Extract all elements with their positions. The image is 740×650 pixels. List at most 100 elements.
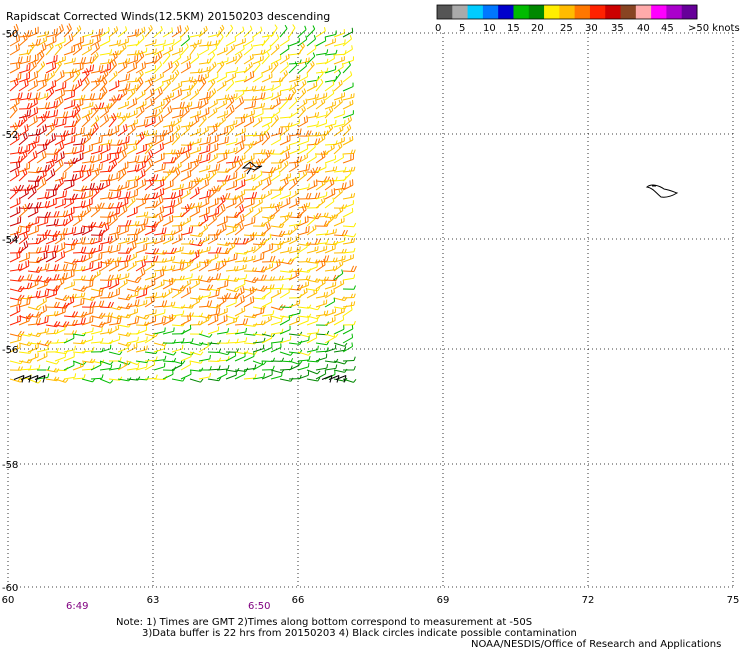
wind-barb bbox=[171, 116, 182, 128]
wind-barb bbox=[9, 23, 19, 38]
wind-barb bbox=[108, 59, 117, 74]
wind-barb bbox=[126, 240, 137, 254]
wind-barb bbox=[171, 262, 185, 272]
wind-barb bbox=[54, 321, 70, 328]
wind-barb bbox=[153, 133, 165, 146]
wind-barb bbox=[216, 179, 227, 191]
wind-barb bbox=[198, 114, 207, 128]
wind-barb bbox=[189, 42, 197, 56]
wind-barb bbox=[81, 224, 93, 236]
wind-barb bbox=[45, 168, 56, 182]
wind-barb bbox=[225, 72, 237, 83]
wind-barb bbox=[153, 205, 165, 218]
wind-barb bbox=[279, 197, 291, 209]
wind-barb bbox=[234, 222, 245, 236]
wind-barb bbox=[135, 89, 146, 101]
wind-barb bbox=[27, 305, 42, 311]
wind-barb bbox=[216, 294, 227, 308]
wind-barb bbox=[342, 254, 354, 263]
wind-barb bbox=[171, 109, 184, 119]
wind-barb bbox=[90, 122, 99, 137]
wind-barb bbox=[288, 269, 300, 281]
wind-barb bbox=[162, 27, 173, 38]
wind-barb bbox=[90, 374, 104, 380]
wind-barb bbox=[81, 144, 93, 155]
wind-barb bbox=[117, 272, 130, 281]
wind-barb bbox=[99, 105, 110, 119]
wind-barb bbox=[243, 70, 255, 83]
wind-barb bbox=[234, 189, 246, 200]
wind-barb bbox=[198, 354, 211, 362]
wind-barb bbox=[81, 68, 90, 83]
wind-barb bbox=[27, 179, 39, 191]
wind-barb bbox=[234, 158, 244, 173]
wind-barb bbox=[288, 220, 302, 227]
wind-barb bbox=[288, 284, 304, 291]
wind-barb bbox=[216, 328, 230, 335]
wind-barb bbox=[171, 233, 183, 245]
wind-barb bbox=[324, 214, 334, 227]
wind-barb bbox=[342, 238, 356, 245]
wind-barb bbox=[126, 308, 138, 317]
wind-barb bbox=[126, 175, 140, 182]
wind-barb bbox=[99, 315, 112, 326]
wind-barb bbox=[180, 324, 192, 335]
wind-barb bbox=[279, 214, 289, 227]
wind-barb bbox=[288, 299, 301, 308]
wind-barb bbox=[333, 79, 343, 92]
wind-barb bbox=[288, 61, 298, 74]
wind-barb bbox=[90, 78, 100, 92]
wind-barb bbox=[288, 224, 299, 236]
wind-barb bbox=[279, 44, 290, 56]
wind-barb bbox=[180, 104, 190, 119]
wind-barb bbox=[252, 116, 263, 128]
wind-barb bbox=[99, 378, 114, 384]
wind-barb bbox=[315, 364, 329, 371]
wind-barb bbox=[162, 351, 177, 356]
wind-barb bbox=[279, 70, 288, 83]
wind-barb bbox=[270, 81, 281, 92]
wind-barb bbox=[27, 266, 43, 273]
latitude-label: -50 bbox=[2, 29, 18, 40]
wind-barb bbox=[36, 373, 50, 380]
wind-barb bbox=[72, 200, 86, 209]
wind-barb bbox=[126, 88, 136, 101]
wind-barb bbox=[171, 196, 182, 209]
wind-barb bbox=[180, 169, 192, 182]
wind-barb bbox=[162, 313, 174, 326]
wind-barb bbox=[108, 113, 117, 128]
wind-barb bbox=[18, 167, 28, 182]
wind-barb bbox=[162, 206, 174, 218]
wind-barb bbox=[72, 127, 85, 137]
wind-barb bbox=[63, 213, 74, 227]
wind-barb bbox=[252, 360, 264, 371]
wind-barb bbox=[288, 137, 301, 146]
wind-barb bbox=[216, 72, 228, 83]
wind-barb bbox=[252, 306, 265, 317]
wind-barb bbox=[171, 149, 181, 164]
wind-barb bbox=[315, 369, 327, 380]
wind-barb bbox=[90, 185, 100, 200]
wind-barb bbox=[333, 56, 345, 65]
wind-barb bbox=[81, 197, 93, 209]
wind-barb bbox=[81, 274, 96, 282]
wind-barb bbox=[45, 86, 55, 101]
wind-barb bbox=[198, 107, 210, 119]
wind-barb bbox=[288, 177, 298, 191]
wind-barb bbox=[333, 296, 348, 302]
wind-barb bbox=[162, 61, 173, 74]
wind-barb bbox=[45, 35, 57, 47]
note-line-1: Note: 1) Times are GMT 2)Times along bot… bbox=[116, 617, 532, 628]
wind-barb bbox=[72, 275, 86, 281]
wind-barb bbox=[297, 79, 307, 92]
wind-barb bbox=[324, 288, 335, 299]
wind-barb bbox=[216, 80, 227, 92]
wind-barb bbox=[234, 67, 248, 74]
wind-barb bbox=[279, 176, 289, 191]
wind-barb bbox=[162, 169, 172, 182]
wind-barb bbox=[54, 141, 65, 155]
wind-barb bbox=[306, 192, 321, 200]
wind-barb bbox=[189, 114, 200, 128]
wind-barb bbox=[126, 196, 136, 209]
wind-barb bbox=[270, 288, 282, 299]
